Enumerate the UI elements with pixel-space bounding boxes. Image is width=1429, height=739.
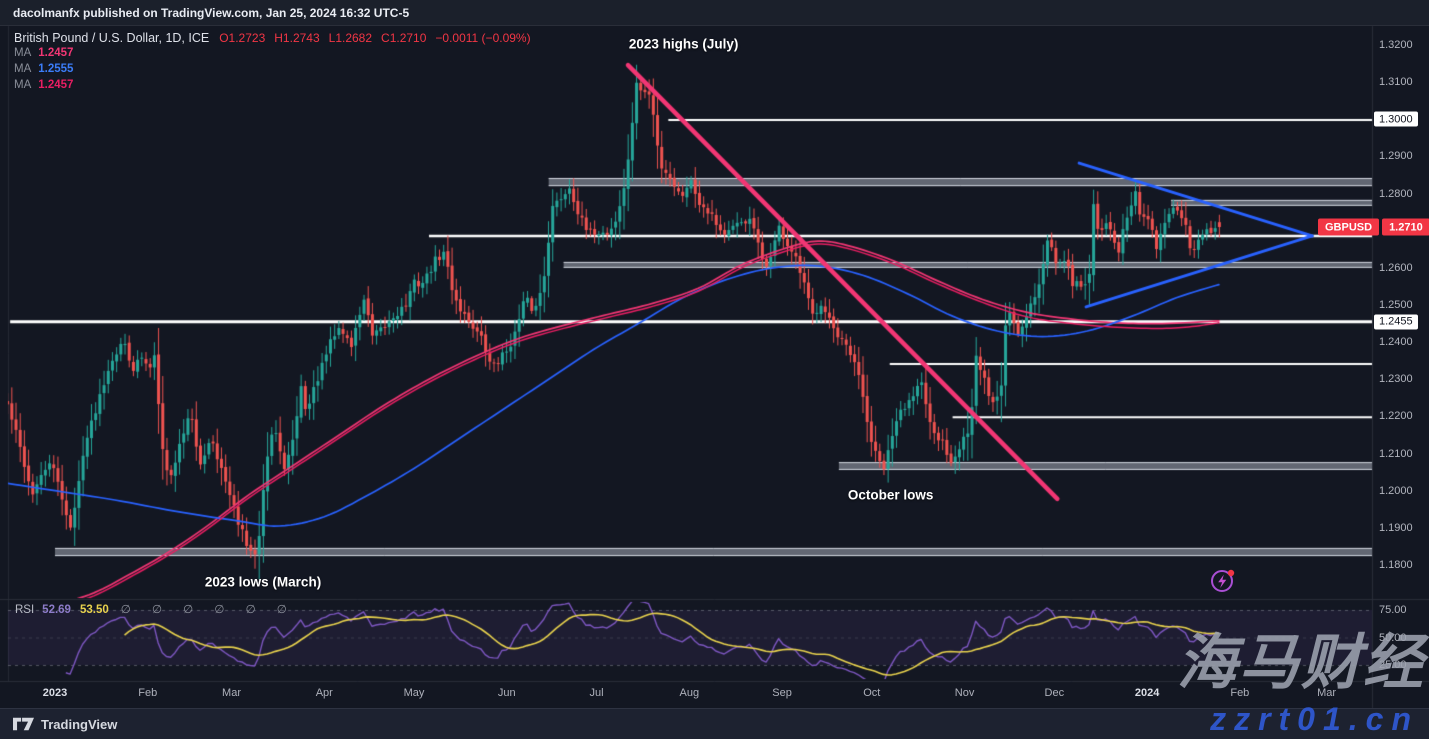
publish-header: dacolmanfx published on TradingView.com,… xyxy=(0,0,1429,26)
close-value: C1.2710 xyxy=(381,31,427,45)
rsi-empty-values: ∅ ∅ ∅ ∅ ∅ ∅ xyxy=(120,604,296,616)
publish-line: dacolmanfx published on TradingView.com,… xyxy=(13,6,410,20)
ma-legend-row: MA 1.2457 xyxy=(14,47,540,63)
rsi-value: 52.69 xyxy=(42,604,71,616)
ma-label: MA xyxy=(14,47,32,59)
symbol-legend-row: British Pound / U.S. Dollar, 1D, ICE O1.… xyxy=(14,31,540,47)
ma-label: MA xyxy=(14,79,32,91)
rsi-legend: RSI 52.69 53.50 ∅ ∅ ∅ ∅ ∅ ∅ xyxy=(15,602,296,616)
rsi-label: RSI xyxy=(15,604,35,616)
notification-dot xyxy=(1227,569,1235,577)
flash-circle xyxy=(1211,570,1233,592)
change-value: −0.0011 (−0.09%) xyxy=(435,31,531,45)
lightning-bolt-icon xyxy=(1218,574,1227,588)
rsi-ma-value: 53.50 xyxy=(79,604,109,616)
ma-label: MA xyxy=(14,63,32,75)
ma-value: 1.2555 xyxy=(38,63,74,75)
ma-value: 1.2457 xyxy=(38,47,74,59)
footer-bar: TradingView xyxy=(0,708,1429,739)
watermark-url: zzrt01.cn xyxy=(1210,701,1419,737)
symbol-legend: British Pound / U.S. Dollar, 1D, ICE O1.… xyxy=(14,31,540,95)
low-value: L1.2682 xyxy=(328,31,373,45)
high-value: H1.2743 xyxy=(274,31,320,45)
symbol-title: British Pound / U.S. Dollar, 1D, ICE xyxy=(14,31,210,45)
tradingview-brand-text[interactable]: TradingView xyxy=(41,716,118,732)
tradingview-logo-icon[interactable] xyxy=(13,717,34,731)
ma-legend-row: MA 1.2555 xyxy=(14,63,540,79)
open-value: O1.2723 xyxy=(219,31,266,45)
watermark-chinese: 海马财经 xyxy=(1177,629,1425,696)
ma-value: 1.2457 xyxy=(38,79,74,91)
flash-status-icon[interactable] xyxy=(1208,566,1238,601)
ma-legend-row: MA 1.2457 xyxy=(14,79,540,95)
